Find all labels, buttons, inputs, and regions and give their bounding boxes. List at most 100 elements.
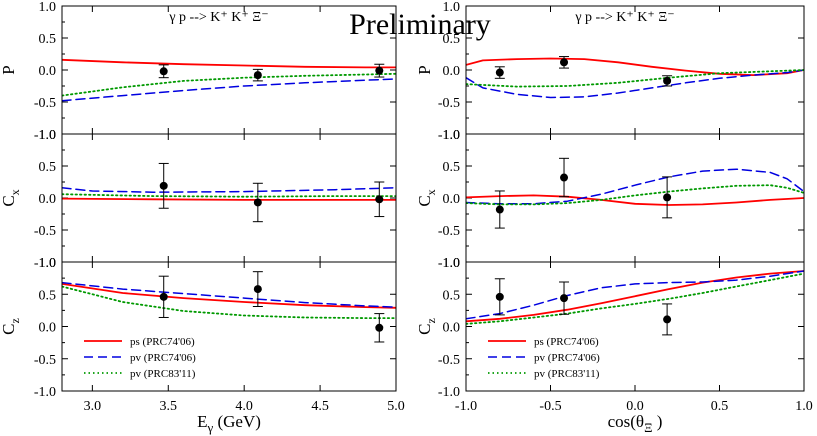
panel-right-middle-data-point bbox=[662, 176, 673, 219]
panel-left-middle-ytick-label: -1.0 bbox=[34, 256, 56, 271]
panel-right-top-curves bbox=[466, 57, 804, 99]
panel-right-bottom-ytick-label: 1.0 bbox=[443, 256, 461, 271]
panel-right-middle-curve-pv11 bbox=[466, 184, 804, 206]
panel-left-top-marker bbox=[253, 71, 262, 80]
panel-right-middle-marker bbox=[663, 193, 672, 202]
panel-right-bottom: -1.0-0.50.00.51.0-1.0 -0.5 0.0 0.5 1.0Czcos(… bbox=[415, 256, 813, 435]
watermark: Preliminary bbox=[349, 8, 491, 41]
panel-right-bottom-xlabel-tail: ) bbox=[652, 412, 662, 431]
panel-left-middle-data-point bbox=[158, 162, 169, 209]
panel-right-middle-ylabel: Cx bbox=[415, 189, 438, 206]
panel-left-bottom-ytick-label: -0.5 bbox=[34, 353, 56, 368]
panel-right-top-ytick-label: -0.5 bbox=[438, 96, 460, 111]
panel-left-top-curve-ps bbox=[62, 58, 396, 69]
panel-left-middle-marker bbox=[253, 198, 262, 207]
panel-right-bottom-curve-ps bbox=[466, 270, 804, 323]
panel-left-bottom-ylabel: Cz bbox=[0, 318, 22, 335]
panel-right-top-title: γ p --> K⁺ K⁺ Ξ⁻ bbox=[574, 10, 674, 25]
panel-left-bottom-frame bbox=[61, 261, 397, 392]
panel-right-bottom-ytick-label: -1.0 bbox=[438, 385, 460, 400]
panel-right-bottom-legend-label: pv (PRC83'11) bbox=[534, 368, 600, 380]
panel-left-top-ytick-label: -0.5 bbox=[34, 96, 56, 111]
panel-left-bottom-ytick-label: 0.0 bbox=[39, 321, 57, 336]
panel-right-top: -1.0 -0.5 0.0 0.5 1.0 Pγ p --> K⁺ K⁺ Ξ⁻ bbox=[415, 0, 805, 143]
panel-left-bottom-xlabel: Eγ (GeV) bbox=[197, 412, 261, 435]
panel-left-top-curve-pv11 bbox=[62, 72, 396, 97]
panel-left-bottom-marker bbox=[253, 285, 262, 294]
panel-right-middle-ytick-label: -0.5 bbox=[438, 224, 460, 239]
panel-right-middle-curve-ps bbox=[466, 194, 804, 206]
panel-left-middle-ylabel-main: C bbox=[0, 195, 18, 206]
panel-left-middle-marker bbox=[375, 195, 384, 204]
panel-right-middle-marker bbox=[495, 205, 504, 214]
panel-right-top-ytick-label: 1.0 bbox=[443, 0, 461, 15]
panel-left-bottom: -1.0 -0.5 0.0 0.5 1.0 3.0 3.5 4.0 4.5 5.0 Cz Eγ (Ge… bbox=[0, 256, 405, 435]
panel-left-bottom-xtick-label: 4.5 bbox=[311, 399, 329, 414]
panel-left-bottom-marker bbox=[375, 323, 384, 332]
panel-right-bottom-xtick-label: -1.0 bbox=[455, 399, 477, 414]
panel-left-bottom-xlabel-sub: γ bbox=[206, 420, 213, 435]
panel-left-middle-curves bbox=[62, 187, 396, 201]
panel-right-top-data-point bbox=[494, 66, 505, 79]
panel-right-bottom-xtick-label: 0.5 bbox=[711, 399, 729, 414]
panel-right-bottom-frame bbox=[465, 261, 805, 392]
panel-left-bottom-ylabel-main: C bbox=[0, 323, 18, 334]
panel-right-top-marker bbox=[663, 76, 672, 85]
panel-right-bottom-marker bbox=[560, 294, 569, 303]
panel-right-middle-data-point bbox=[559, 157, 570, 198]
panel-right-bottom-legend-label: ps (PRC74'06) bbox=[534, 336, 599, 348]
panel-right-bottom-ytick-label: 0.5 bbox=[443, 288, 461, 303]
panel-right-bottom-ytick-label: -0.5 bbox=[438, 353, 460, 368]
panel-left-top-curves bbox=[62, 58, 396, 102]
panel-right-bottom-ylabel-sub: z bbox=[424, 318, 438, 323]
panel-right-bottom-ytick-label: 0.0 bbox=[443, 321, 461, 336]
panel-left-middle-frame bbox=[61, 133, 397, 263]
panel-right-top-data-point bbox=[662, 75, 673, 87]
panel-right-top-marker bbox=[495, 68, 504, 77]
panel-right-top-curve-pv06 bbox=[466, 69, 804, 99]
panel-right-bottom-xtick-label: -0.5 bbox=[539, 399, 561, 414]
panel-left-top-ytick-label: 0.0 bbox=[39, 64, 57, 79]
panel-left-top-marker bbox=[375, 66, 384, 75]
panel-left-middle-curve-pv06 bbox=[62, 187, 396, 193]
panel-left-bottom-legend-label: pv (PRC74'06) bbox=[130, 352, 196, 364]
panel-left-bottom-ytick-label: -1.0 bbox=[34, 385, 56, 400]
panel-left-bottom-curve-ps bbox=[62, 283, 396, 309]
panel-right-middle-ylabel-main: C bbox=[415, 195, 434, 206]
panel-left-top-data-point bbox=[252, 68, 263, 82]
panel-left-top-ytick-label: 0.5 bbox=[39, 32, 57, 47]
panel-right-bottom-xtick-label: 1.0 bbox=[795, 399, 813, 414]
panel-right-bottom-data-point bbox=[494, 278, 505, 316]
panel-right-middle-ylabel-sub: x bbox=[424, 189, 438, 195]
panel-right-top-ylabel: P bbox=[415, 65, 434, 74]
panel-right-bottom-data-point bbox=[559, 281, 570, 315]
panel-left-middle-ytick-label: 1.0 bbox=[39, 128, 57, 143]
panel-left-bottom-data-point bbox=[252, 271, 263, 308]
panel-left-middle-marker bbox=[159, 181, 168, 190]
panel-left-top-ytick-label: 1.0 bbox=[39, 0, 57, 15]
panel-left-top-curve-pv06 bbox=[62, 78, 396, 102]
panel-right-top-ytick-label: 0.5 bbox=[443, 32, 461, 47]
panel-left-middle-ytick-label: -0.5 bbox=[34, 224, 56, 239]
panel-right-top-marker bbox=[560, 58, 569, 67]
panel-right-bottom-legend-label: pv (PRC74'06) bbox=[534, 352, 600, 364]
panel-right-bottom-marker bbox=[495, 292, 504, 301]
panel-right-bottom-ylabel: Cz bbox=[415, 318, 438, 335]
panel-left-top-data-point bbox=[158, 64, 169, 79]
panel-left-bottom-legend-label: ps (PRC74'06) bbox=[130, 336, 195, 348]
panel-right-top-curve-pv11 bbox=[466, 69, 804, 88]
panel-right-middle-ytick-label: 0.0 bbox=[443, 192, 461, 207]
panel-left-bottom-xtick-label: 5.0 bbox=[387, 399, 405, 414]
panel-left-bottom-legend-label: pv (PRC83'11) bbox=[130, 368, 196, 380]
panel-left-bottom-curve-pv06 bbox=[62, 281, 396, 308]
panel-right-bottom-data-point bbox=[662, 303, 673, 336]
panel-left-bottom-xlabel-main: E bbox=[197, 412, 207, 431]
panel-left-bottom-data-point bbox=[158, 275, 169, 318]
panel-right-middle-ytick-label: -1.0 bbox=[438, 256, 460, 271]
panel-left-bottom-ytick-label: 0.5 bbox=[39, 288, 57, 303]
panel-right-top-frame bbox=[465, 5, 805, 135]
panel-right-top-ytick-label: -1.0 bbox=[438, 128, 460, 143]
panel-left-middle: -1.0 -0.5 0.0 0.5 1.0 Cx bbox=[0, 128, 397, 271]
panel-left-bottom-xtick-label: 3.0 bbox=[84, 399, 102, 414]
